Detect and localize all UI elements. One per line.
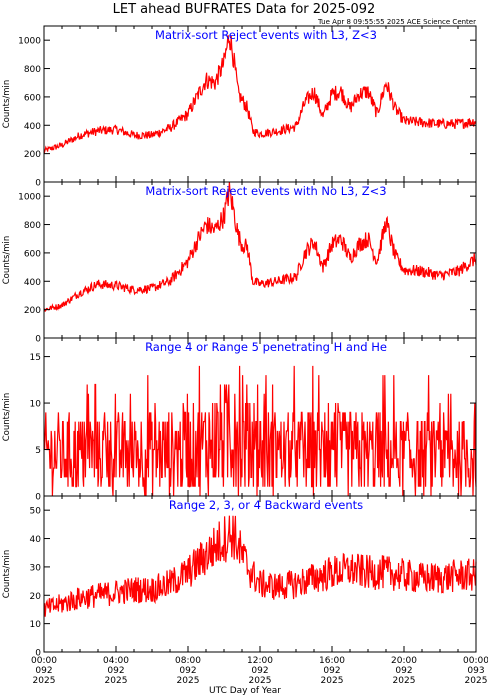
- x-tick-time: 08:00: [175, 656, 201, 666]
- x-axis-label: UTC Day of Year: [209, 686, 281, 696]
- y-tick-label: 10: [30, 620, 42, 630]
- y-axis-label: Counts/min: [2, 393, 12, 442]
- x-tick-year: 2025: [321, 676, 344, 686]
- x-tick-doy: 092: [395, 666, 412, 676]
- y-tick-label: 600: [24, 93, 41, 103]
- y-tick-label: 400: [24, 278, 41, 288]
- y-tick-label: 0: [35, 335, 41, 345]
- panel-2: 0 200 400 600 800 1000 Matrix-sort Reject even…: [2, 181, 477, 345]
- x-tick-doy: 092: [323, 666, 340, 676]
- x-tick-time: 20:00: [391, 656, 417, 666]
- y-tick-label: 5: [35, 446, 41, 456]
- panel-1: 0 200 400 600 800 1000 Matrix-sort Reject even…: [2, 25, 477, 189]
- x-tick-year: 2025: [33, 676, 56, 686]
- x-tick-year: 2025: [177, 676, 200, 686]
- plot-frame: [43, 181, 477, 339]
- y-tick-label: 400: [24, 122, 41, 132]
- x-tick-time: 12:00: [247, 656, 273, 666]
- panel-title: Matrix-sort Reject events with L3, Z<3: [155, 28, 377, 42]
- x-axis: 00:00092202504:00092202508:00092202512:0…: [31, 656, 488, 686]
- y-tick-label: 200: [24, 306, 41, 316]
- y-axis-label: Counts/min: [2, 236, 12, 285]
- y-tick-label: 15: [30, 353, 41, 363]
- x-tick-doy: 092: [251, 666, 268, 676]
- y-tick-label: 40: [30, 535, 42, 545]
- y-tick-label: 800: [24, 221, 41, 231]
- y-tick-label: 0: [35, 493, 41, 503]
- y-axis-label: Counts/min: [2, 80, 12, 129]
- x-tick-year: 2025: [393, 676, 416, 686]
- figure-title: LET ahead BUFRATES Data for 2025-092: [113, 2, 376, 17]
- y-tick-label: 200: [24, 150, 41, 160]
- y-tick-label: 30: [30, 563, 42, 573]
- plot-frame: [43, 25, 477, 183]
- y-tick-label: 0: [35, 649, 41, 659]
- series-line: [43, 515, 477, 617]
- panel-title: Matrix-sort Reject events with No L3, Z<…: [145, 184, 386, 198]
- x-tick-year: 2025: [465, 676, 488, 686]
- panel-title: Range 4 or Range 5 penetrating H and He: [145, 340, 387, 354]
- x-tick-time: 16:00: [319, 656, 345, 666]
- y-tick-label: 1000: [18, 193, 41, 203]
- y-tick-label: 600: [24, 249, 41, 259]
- series-line: [43, 181, 477, 313]
- x-tick-doy: 092: [35, 666, 52, 676]
- panel-title: Range 2, 3, or 4 Backward events: [169, 498, 363, 512]
- panel-4: 0 10 20 30 40 50 Range 2, 3, or 4 Backward eve…: [2, 495, 477, 659]
- y-tick-label: 50: [30, 507, 42, 517]
- x-tick-year: 2025: [249, 676, 272, 686]
- x-tick-time: 00:00: [463, 656, 488, 666]
- x-tick-doy: 093: [467, 666, 484, 676]
- y-axis-label: Counts/min: [2, 550, 12, 599]
- y-tick-label: 0: [35, 179, 41, 189]
- timestamp: Tue Apr 8 09:55:55 2025 ACE Science Cent…: [317, 18, 476, 26]
- y-tick-label: 20: [30, 592, 42, 602]
- series-line: [43, 35, 477, 154]
- y-tick-label: 800: [24, 65, 41, 75]
- y-tick-label: 10: [30, 400, 42, 410]
- x-tick-time: 00:00: [31, 656, 57, 666]
- x-tick-time: 04:00: [103, 656, 129, 666]
- series-line: [43, 365, 477, 497]
- x-tick-doy: 092: [107, 666, 124, 676]
- panel-3: 0 5 10 15 Range 4 or Range 5 penetrating H a…: [2, 337, 477, 503]
- x-tick-doy: 092: [179, 666, 196, 676]
- x-tick-year: 2025: [105, 676, 128, 686]
- y-tick-label: 1000: [18, 37, 41, 47]
